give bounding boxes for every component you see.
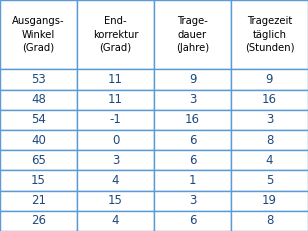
Bar xyxy=(0,130,77,150)
Bar xyxy=(77,0,154,69)
Text: 26: 26 xyxy=(31,214,46,227)
Bar xyxy=(154,191,231,211)
Bar xyxy=(77,150,154,170)
Bar xyxy=(77,69,154,90)
Text: 3: 3 xyxy=(189,194,196,207)
Text: 16: 16 xyxy=(262,93,277,106)
Bar xyxy=(231,69,308,90)
Text: 16: 16 xyxy=(185,113,200,126)
Bar xyxy=(231,191,308,211)
Bar xyxy=(77,110,154,130)
Text: 1: 1 xyxy=(189,174,196,187)
Bar xyxy=(154,150,231,170)
Text: 8: 8 xyxy=(266,214,273,227)
Bar xyxy=(154,130,231,150)
Text: 11: 11 xyxy=(108,93,123,106)
Bar xyxy=(0,150,77,170)
Bar xyxy=(154,69,231,90)
Text: 6: 6 xyxy=(189,134,196,146)
Bar xyxy=(154,211,231,231)
Bar xyxy=(77,90,154,110)
Text: 54: 54 xyxy=(31,113,46,126)
Text: 48: 48 xyxy=(31,93,46,106)
Text: 6: 6 xyxy=(189,214,196,227)
Bar xyxy=(231,211,308,231)
Bar xyxy=(231,90,308,110)
Bar xyxy=(77,130,154,150)
Bar xyxy=(154,110,231,130)
Bar xyxy=(154,170,231,191)
Text: 8: 8 xyxy=(266,134,273,146)
Bar xyxy=(0,0,77,69)
Bar xyxy=(77,211,154,231)
Text: 4: 4 xyxy=(112,214,119,227)
Text: 4: 4 xyxy=(112,174,119,187)
Text: 40: 40 xyxy=(31,134,46,146)
Text: 0: 0 xyxy=(112,134,119,146)
Bar xyxy=(231,0,308,69)
Bar xyxy=(231,130,308,150)
Text: Ausgangs-
Winkel
(Grad): Ausgangs- Winkel (Grad) xyxy=(12,16,65,53)
Text: 19: 19 xyxy=(262,194,277,207)
Bar xyxy=(0,191,77,211)
Text: 15: 15 xyxy=(108,194,123,207)
Bar xyxy=(231,150,308,170)
Bar xyxy=(0,90,77,110)
Text: 3: 3 xyxy=(189,93,196,106)
Text: 4: 4 xyxy=(266,154,273,167)
Text: 9: 9 xyxy=(189,73,196,86)
Bar xyxy=(154,0,231,69)
Text: 21: 21 xyxy=(31,194,46,207)
Bar xyxy=(231,110,308,130)
Bar xyxy=(0,211,77,231)
Text: 15: 15 xyxy=(31,174,46,187)
Bar xyxy=(0,170,77,191)
Text: 6: 6 xyxy=(189,154,196,167)
Text: Tragezeit
täglich
(Stunden): Tragezeit täglich (Stunden) xyxy=(245,16,294,53)
Text: -1: -1 xyxy=(110,113,121,126)
Bar xyxy=(77,191,154,211)
Text: 9: 9 xyxy=(266,73,273,86)
Bar xyxy=(231,170,308,191)
Bar xyxy=(77,170,154,191)
Bar xyxy=(0,69,77,90)
Text: 3: 3 xyxy=(266,113,273,126)
Text: 3: 3 xyxy=(112,154,119,167)
Text: Trage-
dauer
(Jahre): Trage- dauer (Jahre) xyxy=(176,16,209,53)
Text: 65: 65 xyxy=(31,154,46,167)
Text: 11: 11 xyxy=(108,73,123,86)
Text: 53: 53 xyxy=(31,73,46,86)
Text: End-
korrektur
(Grad): End- korrektur (Grad) xyxy=(93,16,138,53)
Bar xyxy=(154,90,231,110)
Bar xyxy=(0,110,77,130)
Text: 5: 5 xyxy=(266,174,273,187)
